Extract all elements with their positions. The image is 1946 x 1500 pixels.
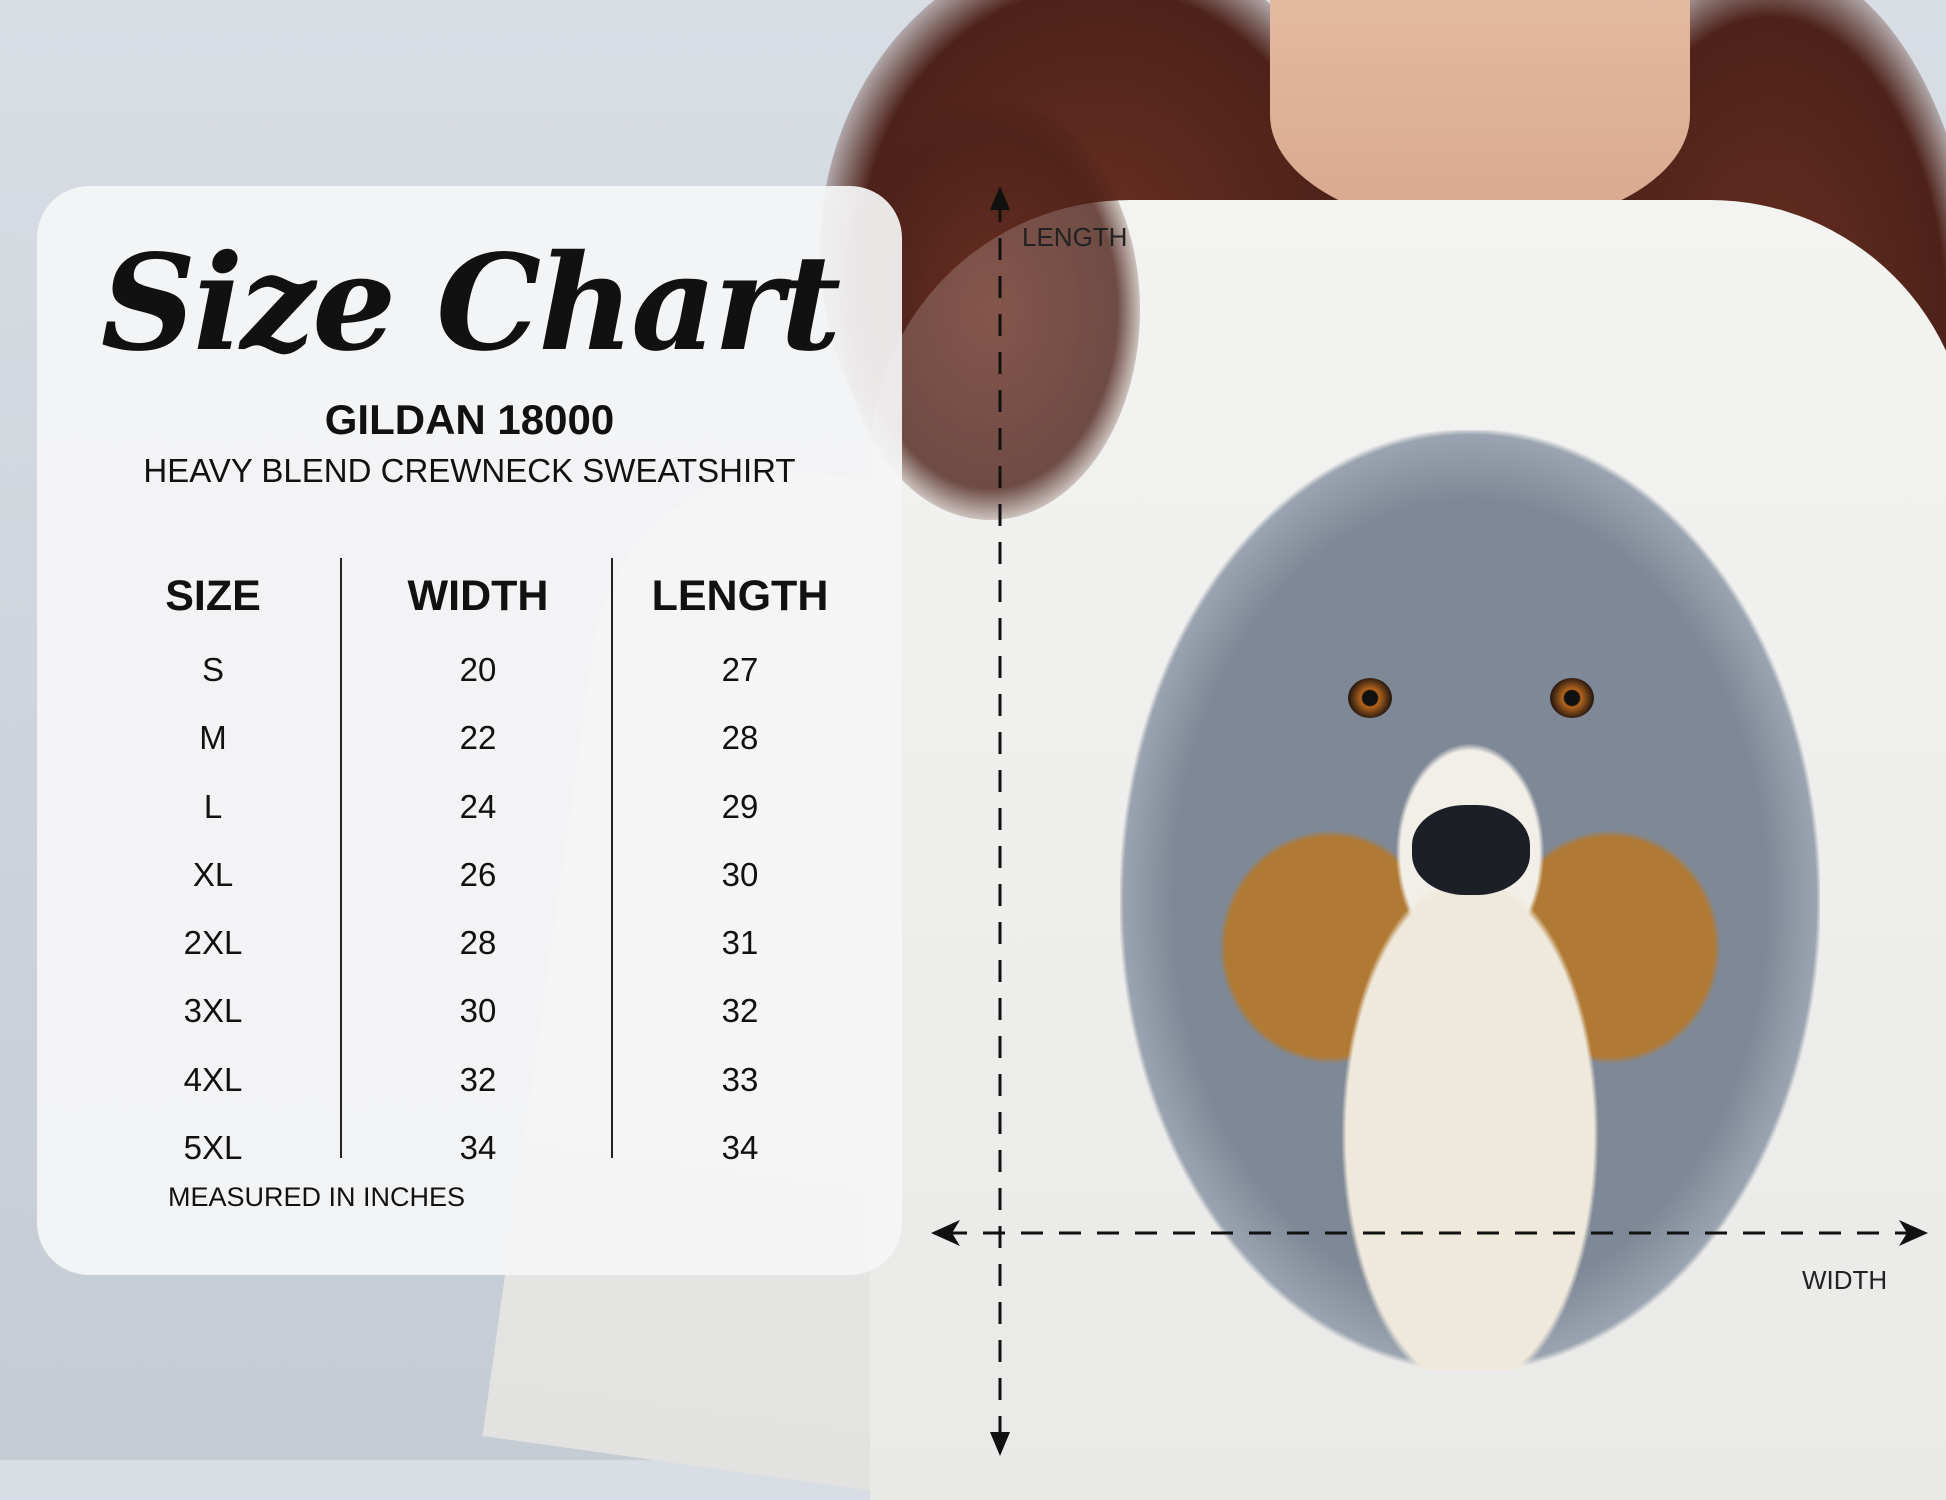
length-label: LENGTH [1022,222,1128,252]
table-cell: 34 [459,1129,497,1167]
length-column: LENGTH 27 28 29 30 31 32 33 34 [620,556,860,1182]
product-name: HEAVY BLEND CREWNECK SWEATSHIRT [143,452,796,489]
table-cell: 32 [459,1060,497,1098]
column-divider [611,558,613,1158]
chart-title: Size Chart [100,226,841,381]
arrow-right-icon [1899,1220,1928,1246]
table-cell: 26 [459,855,497,893]
dog-eye-left [1348,678,1392,718]
size-chart-panel: Size Chart GILDAN 18000 HEAVY BLEND CREW… [37,186,902,1275]
table-cell: M [199,719,227,757]
table-cell: S [201,651,224,688]
brand-model: GILDAN 18000 [324,396,615,443]
column-header: LENGTH [651,572,829,620]
table-cell: 28 [721,719,759,757]
table-cell: L [203,787,223,825]
size-column: SIZE S M L XL 2XL 3XL 4XL 5XL [93,556,333,1182]
table-cell: 28 [459,924,497,962]
table-cell: 33 [721,1060,759,1098]
table-cell: 2XL [183,924,243,962]
arrow-down-icon [990,1432,1010,1456]
arrow-left-icon [931,1220,960,1246]
dog-nose [1412,805,1530,895]
table-cell: 27 [721,651,759,688]
dog-eye-right [1550,678,1594,718]
table-cell: 4XL [183,1060,243,1098]
table-cell: 34 [721,1129,759,1167]
column-divider [340,558,342,1158]
table-cell: 30 [721,855,759,893]
neck [1270,0,1690,230]
table-cell: XL [192,855,234,893]
width-label: WIDTH [1802,1265,1888,1295]
arrow-up-icon [990,186,1010,210]
table-cell: 5XL [183,1129,243,1167]
table-cell: 30 [459,992,497,1030]
table-cell: 31 [721,924,759,962]
dog-print [1120,430,1820,1370]
measurement-arrows [931,186,1928,1456]
column-header: SIZE [165,572,261,620]
footnote: MEASURED IN INCHES [168,1182,466,1212]
column-header: WIDTH [407,572,549,620]
table-cell: 3XL [183,992,243,1030]
table-cell: 29 [721,787,759,825]
table-cell: 24 [459,787,497,825]
table-cell: 32 [721,992,759,1030]
table-cell: 20 [459,651,497,688]
table-cell: 22 [459,719,497,757]
width-column: WIDTH 20 22 24 26 28 30 32 34 [358,556,598,1182]
